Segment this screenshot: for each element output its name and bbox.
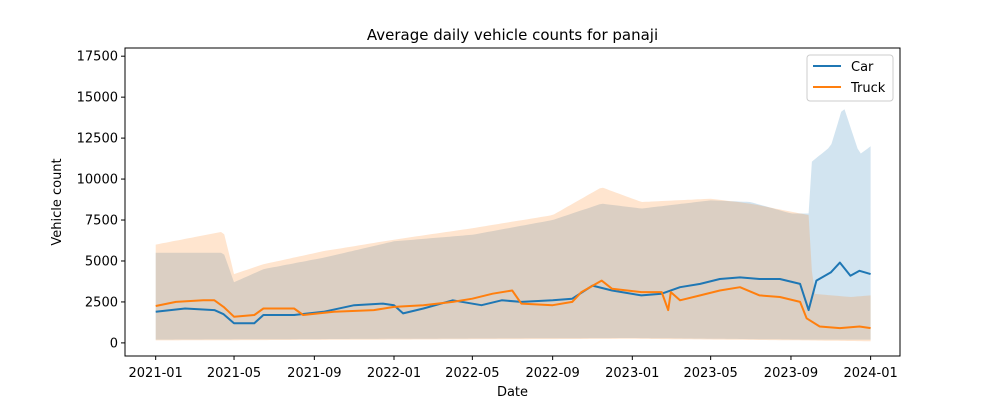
y-tick-label: 17500 [77, 50, 118, 65]
y-tick-label: 10000 [77, 173, 118, 188]
x-tick-label: 2022-09 [525, 366, 579, 381]
y-tick-label: 5000 [85, 254, 118, 269]
x-tick-label: 2024-01 [843, 366, 897, 381]
legend: Car Truck [806, 54, 894, 102]
legend-label-car: Car [851, 60, 874, 75]
y-tick-label: 12500 [77, 132, 118, 147]
x-tick-label: 2023-09 [764, 366, 818, 381]
series-line-car [155, 261, 871, 325]
y-axis: 0 2500 5000 7500 10000 12500 15000 17500 [77, 50, 125, 351]
y-axis-label: Vehicle count [50, 158, 65, 245]
plot-frame [124, 47, 901, 357]
x-tick-label: 2021-09 [287, 366, 341, 381]
x-tick-label: 2023-05 [683, 366, 737, 381]
x-tick-label: 2021-01 [129, 366, 183, 381]
x-axis-label: Date [497, 385, 528, 400]
legend-label-truck: Truck [850, 81, 886, 96]
plot-area [155, 109, 871, 342]
y-tick-label: 15000 [77, 91, 118, 106]
confidence-band-car [155, 109, 871, 340]
x-tick-label: 2022-05 [445, 366, 499, 381]
confidence-band-truck [155, 187, 871, 342]
x-tick-label: 2022-01 [367, 366, 421, 381]
y-tick-label: 0 [110, 336, 118, 351]
y-tick-label: 2500 [85, 295, 118, 310]
series-line-truck [155, 279, 871, 330]
chart-title: Average daily vehicle counts for panaji [367, 26, 658, 44]
x-tick-label: 2021-05 [207, 366, 261, 381]
x-axis: 2021-01 2021-05 2021-09 2022-01 2022-05 2022-… [129, 356, 898, 381]
y-tick-label: 7500 [85, 214, 118, 229]
x-tick-label: 2023-01 [605, 366, 659, 381]
